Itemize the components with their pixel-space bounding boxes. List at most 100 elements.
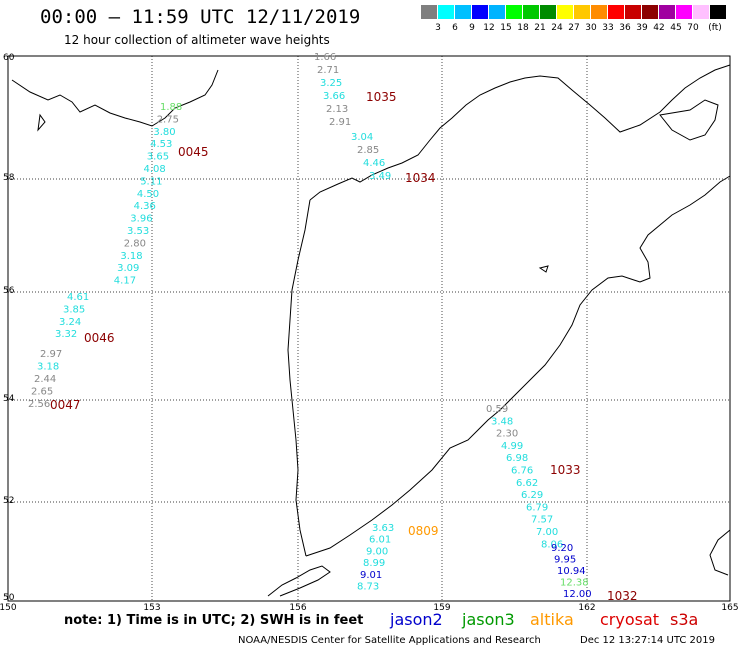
legend-value: 3 (435, 23, 441, 33)
wave-height-value: 9.00 (366, 546, 388, 557)
lon-tick-label: 159 (433, 603, 450, 613)
legend-swatch (540, 5, 556, 19)
legend-swatch (489, 5, 505, 19)
wave-height-value: 4.53 (150, 139, 172, 150)
wave-height-value: 2.65 (31, 387, 53, 398)
wave-height-value: 6.98 (506, 453, 528, 464)
legend-swatch (438, 5, 454, 19)
wave-height-value: 6.79 (526, 502, 548, 513)
legend-swatch (574, 5, 590, 19)
satellite-s3a: s3a (670, 610, 699, 629)
satellite-cryosat: cryosat (600, 610, 660, 629)
wave-height-value: 4.61 (67, 292, 89, 303)
legend-swatch (642, 5, 658, 19)
wave-height-value: 4.17 (114, 276, 136, 287)
legend-value: 6 (452, 23, 458, 33)
wave-height-value: 9.20 (551, 543, 573, 554)
legend-value: 18 (517, 23, 529, 33)
satellite-altika: altika (530, 610, 574, 629)
legend-value: 39 (636, 23, 648, 33)
axis-labels: 150 153 156 159 162 165 60 58 56 54 52 50 (0, 53, 739, 613)
page-title: 00:00 – 11:59 UTC 12/11/2019 (40, 6, 361, 28)
legend-value: 36 (619, 23, 631, 33)
wave-height-value: 12.38 (560, 578, 589, 589)
legend-swatch (659, 5, 675, 19)
wave-height-value: 2.97 (40, 349, 62, 360)
legend-value: 42 (653, 23, 665, 33)
pass-time-label: 0046 (84, 331, 115, 345)
legend-value: 21 (534, 23, 546, 33)
wave-height-value: 2.44 (34, 374, 56, 385)
wave-height-value: 2.75 (157, 114, 179, 125)
wave-height-value: 6.01 (369, 535, 391, 546)
wave-height-value: 3.18 (120, 251, 142, 262)
wave-height-value: 3.66 (323, 91, 345, 102)
wave-height-value: 8.99 (363, 558, 385, 569)
footer-note: note: 1) Time is in UTC; 2) SWH is in fe… (64, 613, 364, 628)
wave-height-value: 3.63 (372, 523, 394, 534)
pass-time-label: 1032 (607, 589, 638, 603)
wave-height-value: 3.96 (130, 214, 152, 225)
pass-time-label: 0809 (408, 524, 439, 538)
legend-value: 30 (585, 23, 597, 33)
wave-height-value: 12.00 (563, 589, 592, 600)
wave-height-value: 3.53 (127, 226, 149, 237)
wave-height-value: 2.13 (326, 104, 348, 115)
wave-height-value: 4.99 (501, 441, 523, 452)
pass-time-label: 1034 (405, 171, 436, 185)
wave-height-value: 4.08 (144, 164, 166, 175)
legend-swatch (523, 5, 539, 19)
wave-height-value: 4.46 (363, 158, 385, 169)
wave-height-value: 3.25 (320, 78, 342, 89)
legend-swatch (557, 5, 573, 19)
legend-value: 27 (568, 23, 580, 33)
wave-height-value: 0.59 (486, 404, 508, 415)
legend-value: 15 (500, 23, 512, 33)
lat-tick-label: 54 (3, 394, 15, 404)
wave-height-value: 3.48 (491, 416, 513, 427)
legend-value: 9 (469, 23, 475, 33)
wave-height-value: 3.49 (369, 171, 391, 182)
graticule (8, 56, 730, 601)
wave-height-value: 8.06 (541, 539, 563, 550)
wave-height-value: 2.85 (357, 145, 379, 156)
altimeter-tracks: 1.882.75 3.804.53 3.654.085.11 4.504.36 3.96… (28, 52, 638, 603)
legend-swatch (710, 5, 726, 19)
wave-height-value: 3.24 (59, 317, 81, 328)
legend-swatch (455, 5, 471, 19)
footer-timestamp: Dec 12 13:27:14 UTC 2019 (580, 635, 715, 646)
wave-height-value: 6.29 (521, 490, 543, 501)
wave-height-value: 2.30 (496, 429, 518, 440)
legend-swatch (421, 5, 437, 19)
wave-height-value: 6.76 (511, 466, 533, 477)
wave-height-value: 2.80 (124, 238, 146, 249)
page-subtitle: 12 hour collection of altimeter wave hei… (64, 33, 330, 47)
legend-swatch (591, 5, 607, 19)
wave-height-value: 3.85 (63, 304, 85, 315)
wave-height-value: 8.73 (357, 582, 379, 593)
wave-height-value: 3.09 (117, 263, 139, 274)
lon-tick-label: 162 (578, 603, 595, 613)
wave-height-value: 2.91 (329, 117, 351, 128)
wave-height-value: 1.66 (314, 52, 336, 63)
legend-unit: (ft) (708, 23, 722, 33)
legend-swatch (506, 5, 522, 19)
wave-height-value: 10.94 (557, 566, 586, 577)
lat-tick-label: 56 (3, 286, 15, 296)
legend-value: 33 (602, 23, 614, 33)
wave-height-value: 2.56 (28, 399, 50, 410)
legend-swatch (472, 5, 488, 19)
lon-tick-label: 165 (721, 603, 738, 613)
wave-height-value: 7.57 (531, 515, 553, 526)
legend-swatch (608, 5, 624, 19)
wave-height-value: 7.00 (536, 527, 558, 538)
lat-tick-label: 50 (3, 593, 15, 603)
wave-height-value: 3.80 (153, 127, 175, 138)
lat-tick-label: 52 (3, 496, 14, 506)
legend-value: 12 (483, 23, 495, 33)
lon-tick-label: 153 (143, 603, 160, 613)
wave-height-value: 3.32 (55, 329, 77, 340)
coastline (11, 64, 731, 597)
wave-height-value: 3.18 (37, 362, 59, 373)
